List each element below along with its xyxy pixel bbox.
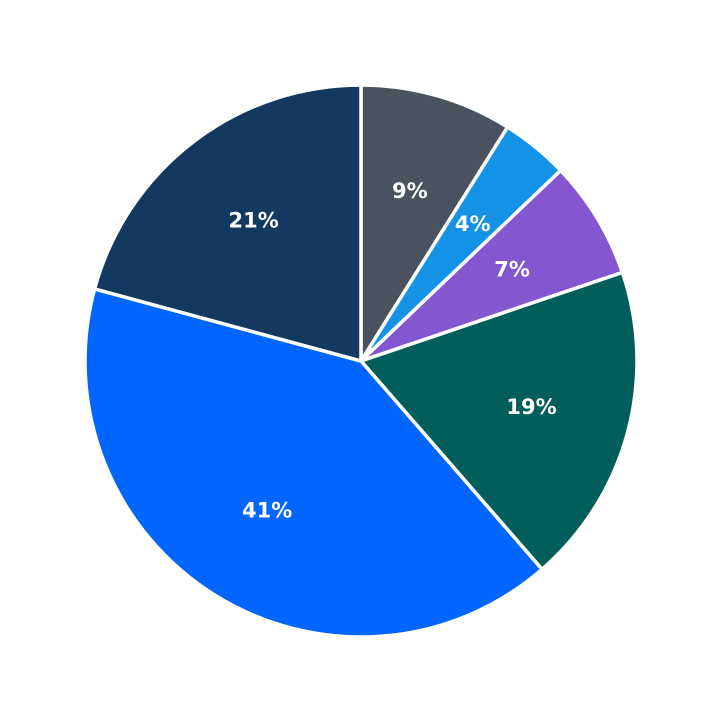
pie-slice-label-6: 21% xyxy=(229,209,279,233)
pie-slice-label-2: 4% xyxy=(455,212,491,236)
pie-slice-label-5: 41% xyxy=(242,499,292,523)
pie-slice-6 xyxy=(92,83,363,363)
pie-slice-4 xyxy=(359,270,639,572)
pie-slice-1 xyxy=(359,83,510,363)
pie-slice-label-4: 19% xyxy=(506,395,556,419)
pie-slices xyxy=(83,83,639,639)
pie-slice-3 xyxy=(359,168,625,363)
pie-slice-label-1: 9% xyxy=(392,179,428,203)
pie-slice-label-3: 7% xyxy=(494,258,530,282)
pie-labels: 9% 4%7% 19% 41% 21% xyxy=(229,179,557,522)
pie-slice-5 xyxy=(83,287,544,639)
